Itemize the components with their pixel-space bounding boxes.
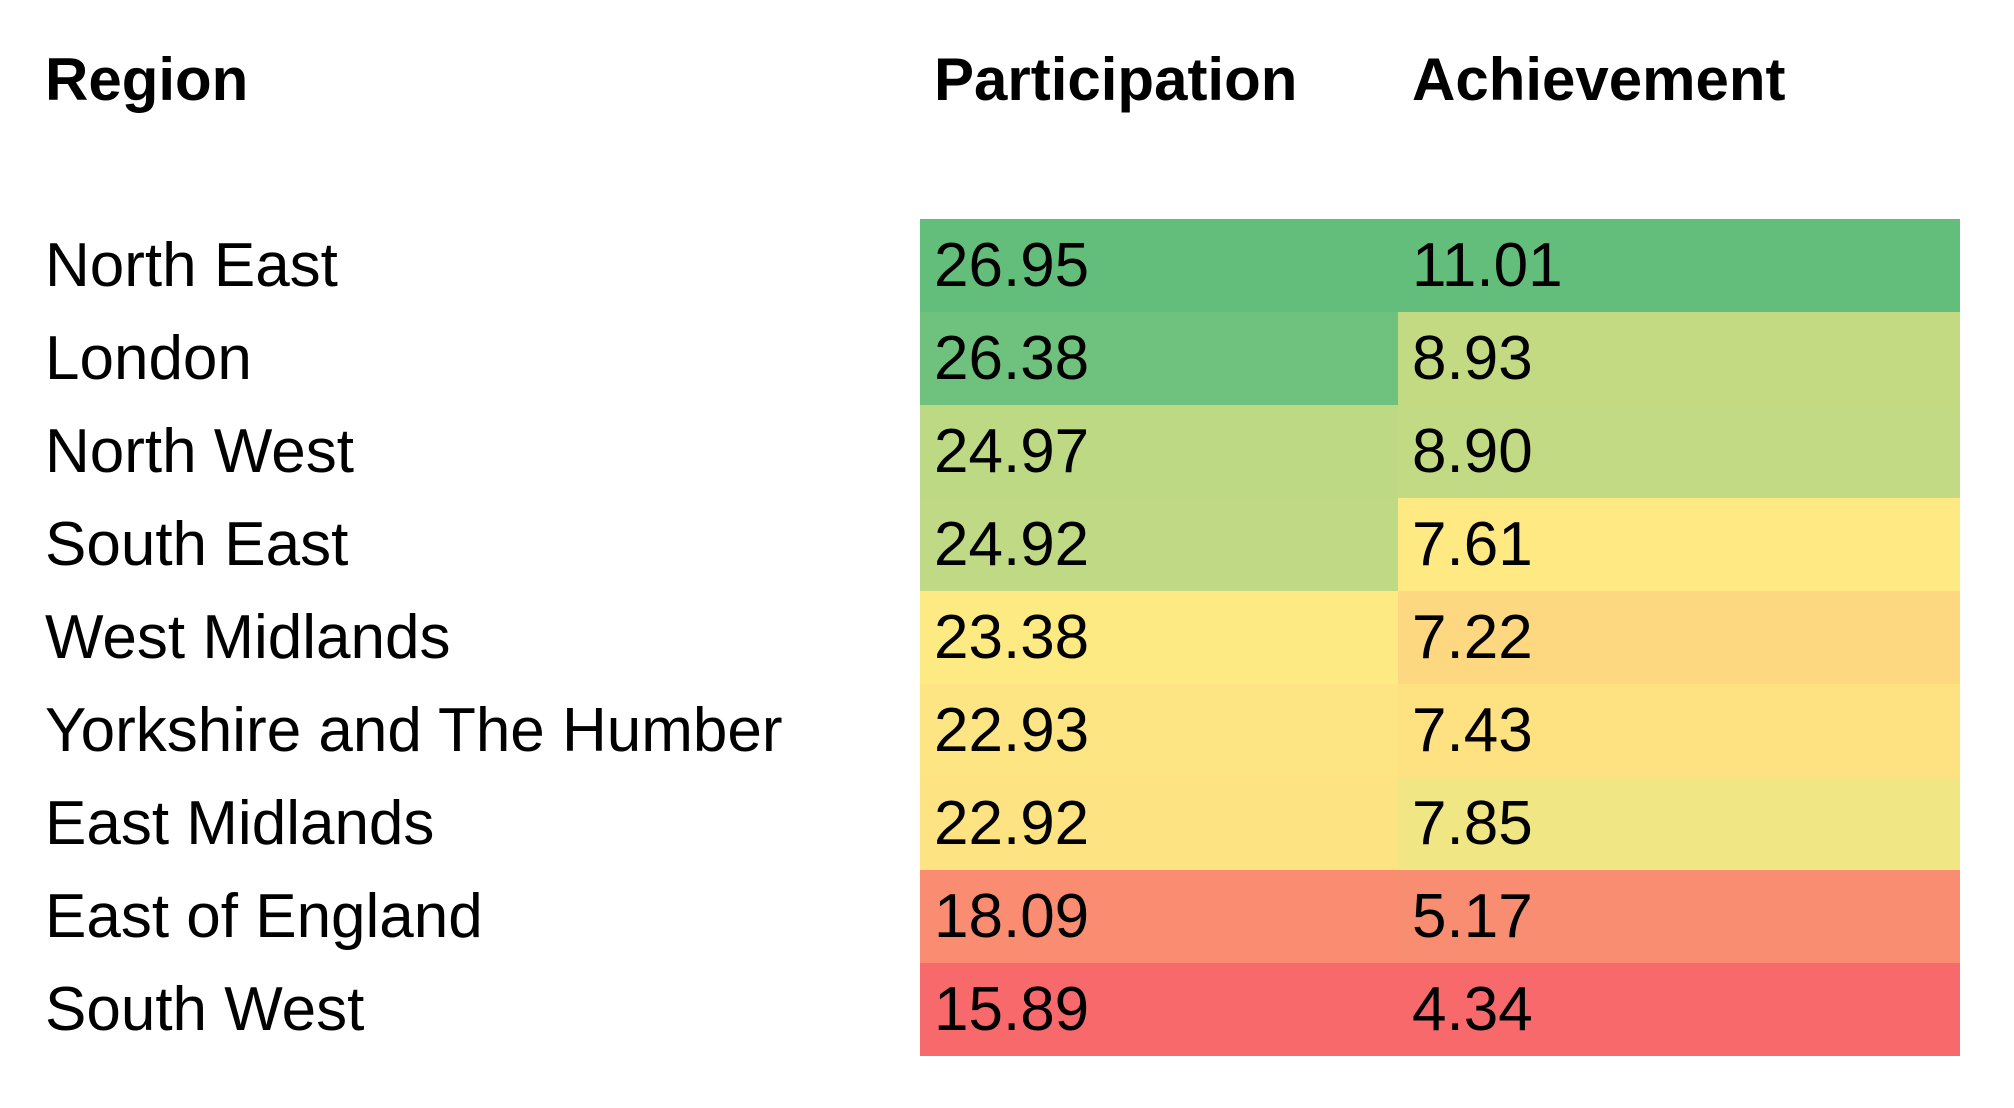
table-header: Region Participation Achievement: [0, 0, 2014, 160]
participation-cell: 26.38: [920, 312, 1398, 405]
table-row: East Midlands 22.92 7.85: [0, 777, 2014, 870]
participation-cell: 15.89: [920, 963, 1398, 1056]
column-header-participation: Participation: [934, 46, 1298, 113]
region-cell: South West: [45, 975, 365, 1044]
table-row: East of England 18.09 5.17: [0, 870, 2014, 963]
table-body: North East 26.95 11.01 London 26.38 8.93…: [0, 219, 2014, 1056]
table-row: North West 24.97 8.90: [0, 405, 2014, 498]
participation-cell: 23.38: [920, 591, 1398, 684]
achievement-cell: 11.01: [1398, 219, 1960, 312]
table-row: North East 26.95 11.01: [0, 219, 2014, 312]
achievement-cell: 7.22: [1398, 591, 1960, 684]
region-cell: West Midlands: [45, 603, 451, 672]
table-row: West Midlands 23.38 7.22: [0, 591, 2014, 684]
achievement-cell: 7.43: [1398, 684, 1960, 777]
region-cell: South East: [45, 510, 349, 579]
achievement-cell: 8.90: [1398, 405, 1960, 498]
table-row: South West 15.89 4.34: [0, 963, 2014, 1056]
participation-cell: 22.92: [920, 777, 1398, 870]
table-row: London 26.38 8.93: [0, 312, 2014, 405]
region-cell: East Midlands: [45, 789, 435, 858]
achievement-cell: 7.85: [1398, 777, 1960, 870]
participation-cell: 24.97: [920, 405, 1398, 498]
region-cell: North West: [45, 417, 354, 486]
participation-cell: 22.93: [920, 684, 1398, 777]
table-row: Yorkshire and The Humber 22.93 7.43: [0, 684, 2014, 777]
region-cell: North East: [45, 231, 338, 300]
region-cell: Yorkshire and The Humber: [45, 696, 783, 765]
table-row: South East 24.92 7.61: [0, 498, 2014, 591]
region-cell: London: [45, 324, 252, 393]
region-cell: East of England: [45, 882, 483, 951]
participation-cell: 24.92: [920, 498, 1398, 591]
achievement-cell: 5.17: [1398, 870, 1960, 963]
column-header-achievement: Achievement: [1412, 46, 1786, 113]
achievement-cell: 8.93: [1398, 312, 1960, 405]
participation-cell: 26.95: [920, 219, 1398, 312]
achievement-cell: 4.34: [1398, 963, 1960, 1056]
achievement-cell: 7.61: [1398, 498, 1960, 591]
participation-cell: 18.09: [920, 870, 1398, 963]
column-header-region: Region: [45, 46, 249, 113]
